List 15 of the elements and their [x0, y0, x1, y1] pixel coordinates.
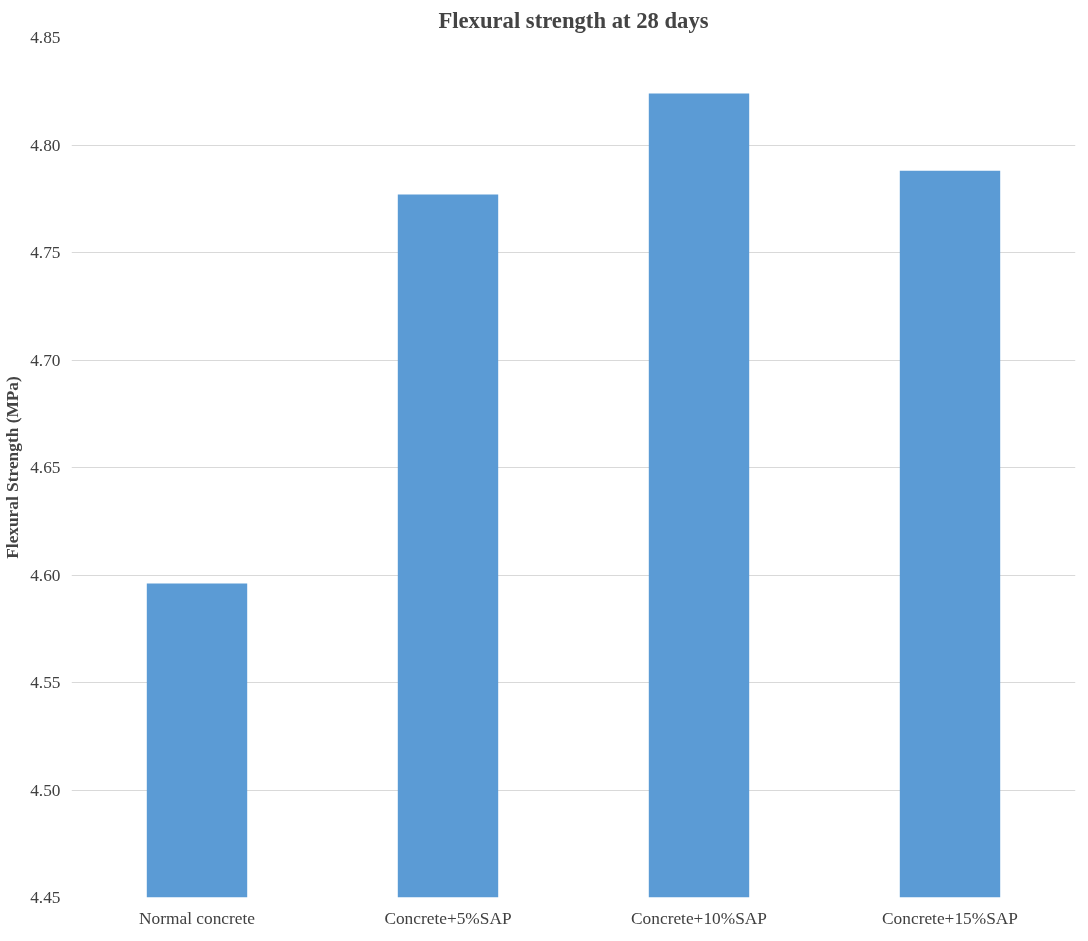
- y-axis-title: Flexural Strength (MPa): [3, 375, 23, 559]
- y-tick-label: 4.75: [30, 243, 61, 262]
- y-tick-label: 4.80: [30, 135, 61, 155]
- y-tick-label: 4.55: [30, 673, 61, 692]
- x-tick-label: Normal concrete: [139, 908, 256, 928]
- chart-title: Flexural strength at 28 days: [438, 7, 709, 33]
- x-tick-label: Concrete+15%SAP: [882, 908, 1018, 928]
- x-tick-label: Concrete+5%SAP: [384, 908, 512, 928]
- y-tick-label: 4.65: [30, 458, 61, 477]
- y-tick-label: 4.45: [30, 888, 61, 907]
- y-tick-label: 4.70: [30, 350, 61, 370]
- y-tick-label: 4.60: [30, 565, 61, 585]
- x-tick-label: Concrete+10%SAP: [631, 908, 767, 928]
- y-tick-label: 4.50: [30, 780, 61, 800]
- y-tick-label: 4.85: [30, 28, 61, 47]
